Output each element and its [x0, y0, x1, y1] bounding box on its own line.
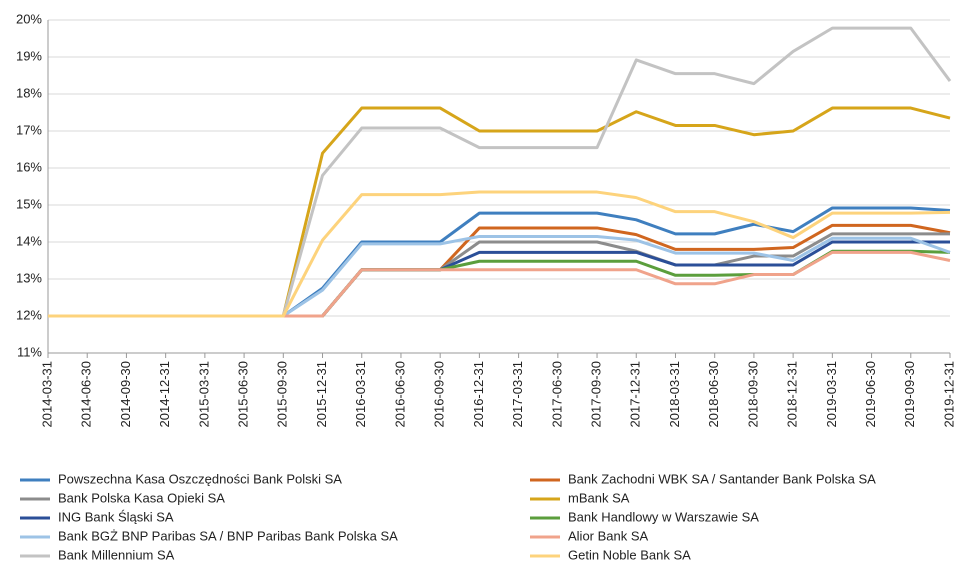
y-tick-label: 19%: [16, 48, 42, 63]
legend-label: Bank Handlowy w Warszawie SA: [568, 509, 759, 524]
x-tick-label: 2016-12-31: [471, 361, 486, 428]
y-tick-label: 18%: [16, 85, 42, 100]
y-tick-label: 16%: [16, 159, 42, 174]
y-tick-label: 14%: [16, 233, 42, 248]
legend-label: ING Bank Śląski SA: [58, 509, 174, 524]
series-line: [48, 232, 950, 318]
x-tick-label: 2014-09-30: [118, 361, 133, 428]
legend-label: Bank Zachodni WBK SA / Santander Bank Po…: [568, 471, 876, 486]
x-tick-label: 2017-09-30: [588, 361, 603, 428]
x-tick-label: 2017-06-30: [549, 361, 564, 428]
y-tick-label: 15%: [16, 196, 42, 211]
x-tick-label: 2017-03-31: [510, 361, 525, 428]
legend-label: Alior Bank SA: [568, 528, 649, 543]
y-tick-label: 20%: [16, 11, 42, 26]
series-line: [48, 26, 952, 318]
series-line: [48, 190, 951, 318]
x-tick-label: 2019-03-31: [824, 361, 839, 428]
y-tick-label: 17%: [16, 122, 42, 137]
legend-label: Getin Noble Bank SA: [568, 547, 691, 562]
y-tick-label: 13%: [16, 270, 42, 285]
x-tick-label: 2018-09-30: [745, 361, 760, 428]
x-tick-label: 2016-09-30: [432, 361, 447, 428]
x-tick-label: 2015-09-30: [275, 361, 290, 428]
y-tick-label: 12%: [16, 307, 42, 322]
x-tick-label: 2019-12-31: [941, 361, 954, 428]
x-tick-label: 2018-12-31: [785, 361, 800, 428]
legend-label: Bank BGŻ BNP Paribas SA / BNP Paribas Ba…: [58, 528, 398, 543]
x-tick-label: 2015-06-30: [236, 361, 251, 428]
series-line: [48, 234, 951, 318]
legend-label: Bank Millennium SA: [58, 547, 175, 562]
x-tick-label: 2018-03-31: [667, 361, 682, 428]
legend-label: Powszechna Kasa Oszczędności Bank Polski…: [58, 471, 342, 486]
x-tick-label: 2015-12-31: [314, 361, 329, 428]
x-tick-label: 2016-06-30: [392, 361, 407, 428]
x-tick-label: 2019-09-30: [902, 361, 917, 428]
legend-label: Bank Polska Kasa Opieki SA: [58, 490, 225, 505]
legend-label: mBank SA: [568, 490, 630, 505]
x-tick-label: 2014-12-31: [157, 361, 172, 428]
x-tick-label: 2014-06-30: [79, 361, 94, 428]
x-tick-label: 2014-03-31: [39, 361, 54, 428]
x-tick-label: 2015-03-31: [196, 361, 211, 428]
x-tick-label: 2019-06-30: [863, 361, 878, 428]
x-tick-label: 2018-06-30: [706, 361, 721, 428]
x-tick-label: 2017-12-31: [628, 361, 643, 428]
x-tick-label: 2016-03-31: [353, 361, 368, 428]
y-tick-label: 11%: [17, 344, 42, 359]
